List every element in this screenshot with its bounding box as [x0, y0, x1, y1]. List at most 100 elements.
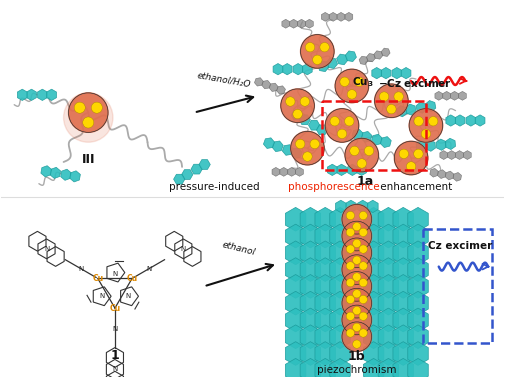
- Text: N: N: [181, 246, 186, 252]
- Circle shape: [375, 84, 408, 117]
- Circle shape: [406, 162, 416, 171]
- Polygon shape: [337, 13, 345, 21]
- Circle shape: [342, 255, 372, 284]
- Circle shape: [346, 295, 355, 304]
- Text: Cu: Cu: [92, 274, 103, 283]
- Polygon shape: [416, 141, 427, 152]
- Bar: [322, 101, 426, 170]
- Polygon shape: [336, 54, 348, 65]
- Circle shape: [325, 109, 359, 142]
- Polygon shape: [191, 164, 202, 174]
- Polygon shape: [363, 207, 384, 231]
- Polygon shape: [300, 291, 321, 315]
- Polygon shape: [374, 51, 383, 59]
- Polygon shape: [408, 274, 428, 298]
- Polygon shape: [363, 342, 384, 365]
- Polygon shape: [448, 150, 456, 160]
- Polygon shape: [408, 342, 428, 365]
- Polygon shape: [315, 291, 335, 315]
- Polygon shape: [408, 325, 428, 348]
- Polygon shape: [361, 131, 372, 142]
- Polygon shape: [286, 207, 306, 231]
- Polygon shape: [174, 174, 185, 184]
- Polygon shape: [305, 19, 313, 28]
- Text: N: N: [99, 293, 105, 299]
- Circle shape: [354, 77, 364, 87]
- Polygon shape: [446, 115, 456, 126]
- Polygon shape: [363, 258, 384, 282]
- Circle shape: [414, 149, 423, 158]
- Polygon shape: [378, 258, 399, 282]
- Circle shape: [286, 97, 295, 106]
- Polygon shape: [363, 325, 384, 348]
- Polygon shape: [363, 224, 384, 248]
- Circle shape: [359, 279, 367, 287]
- Circle shape: [353, 290, 361, 298]
- Polygon shape: [315, 358, 335, 380]
- Polygon shape: [426, 140, 436, 151]
- Circle shape: [345, 138, 379, 172]
- Circle shape: [359, 312, 367, 320]
- Polygon shape: [363, 358, 384, 380]
- Polygon shape: [378, 325, 399, 348]
- Polygon shape: [348, 164, 357, 176]
- Polygon shape: [393, 258, 413, 282]
- Circle shape: [296, 139, 305, 149]
- Text: Cz excimer: Cz excimer: [428, 241, 492, 251]
- Circle shape: [342, 288, 372, 318]
- Text: pressure-induced: pressure-induced: [169, 182, 263, 192]
- Polygon shape: [455, 115, 465, 126]
- Polygon shape: [393, 325, 413, 348]
- Polygon shape: [363, 291, 384, 315]
- Text: 1: 1: [110, 349, 119, 363]
- Polygon shape: [330, 258, 350, 282]
- Circle shape: [353, 223, 361, 231]
- Polygon shape: [445, 171, 454, 180]
- Text: N: N: [125, 293, 130, 299]
- Bar: [423, 229, 492, 343]
- Text: III: III: [81, 153, 95, 166]
- Polygon shape: [315, 308, 335, 332]
- Polygon shape: [393, 342, 413, 365]
- Polygon shape: [264, 138, 274, 149]
- Polygon shape: [336, 164, 347, 176]
- Circle shape: [342, 322, 372, 352]
- Polygon shape: [317, 125, 328, 135]
- Circle shape: [359, 329, 367, 337]
- Circle shape: [335, 69, 369, 103]
- Polygon shape: [282, 145, 293, 155]
- Circle shape: [346, 228, 355, 236]
- Polygon shape: [330, 241, 350, 264]
- Circle shape: [359, 211, 367, 220]
- Circle shape: [359, 228, 367, 236]
- Polygon shape: [408, 358, 428, 380]
- Circle shape: [399, 149, 409, 158]
- Polygon shape: [443, 91, 450, 100]
- Text: N: N: [147, 266, 152, 272]
- Circle shape: [293, 109, 302, 119]
- Polygon shape: [315, 258, 335, 282]
- Polygon shape: [393, 358, 413, 380]
- Polygon shape: [327, 164, 337, 176]
- Text: $\mathbf{Cu_3}$: $\mathbf{Cu_3}$: [352, 75, 374, 89]
- Polygon shape: [363, 274, 384, 298]
- Polygon shape: [290, 19, 297, 28]
- Polygon shape: [272, 168, 280, 176]
- Circle shape: [364, 146, 374, 155]
- Polygon shape: [363, 308, 384, 332]
- Text: N: N: [112, 366, 118, 372]
- Polygon shape: [315, 207, 335, 231]
- Circle shape: [353, 323, 361, 331]
- Polygon shape: [272, 141, 283, 152]
- Polygon shape: [408, 258, 428, 282]
- Circle shape: [64, 93, 113, 142]
- Polygon shape: [315, 325, 335, 348]
- Circle shape: [359, 262, 367, 270]
- Circle shape: [310, 139, 320, 149]
- Polygon shape: [345, 13, 353, 21]
- Text: N: N: [44, 246, 49, 252]
- Polygon shape: [300, 325, 321, 348]
- Polygon shape: [408, 224, 428, 248]
- Polygon shape: [300, 258, 321, 282]
- Polygon shape: [315, 241, 335, 264]
